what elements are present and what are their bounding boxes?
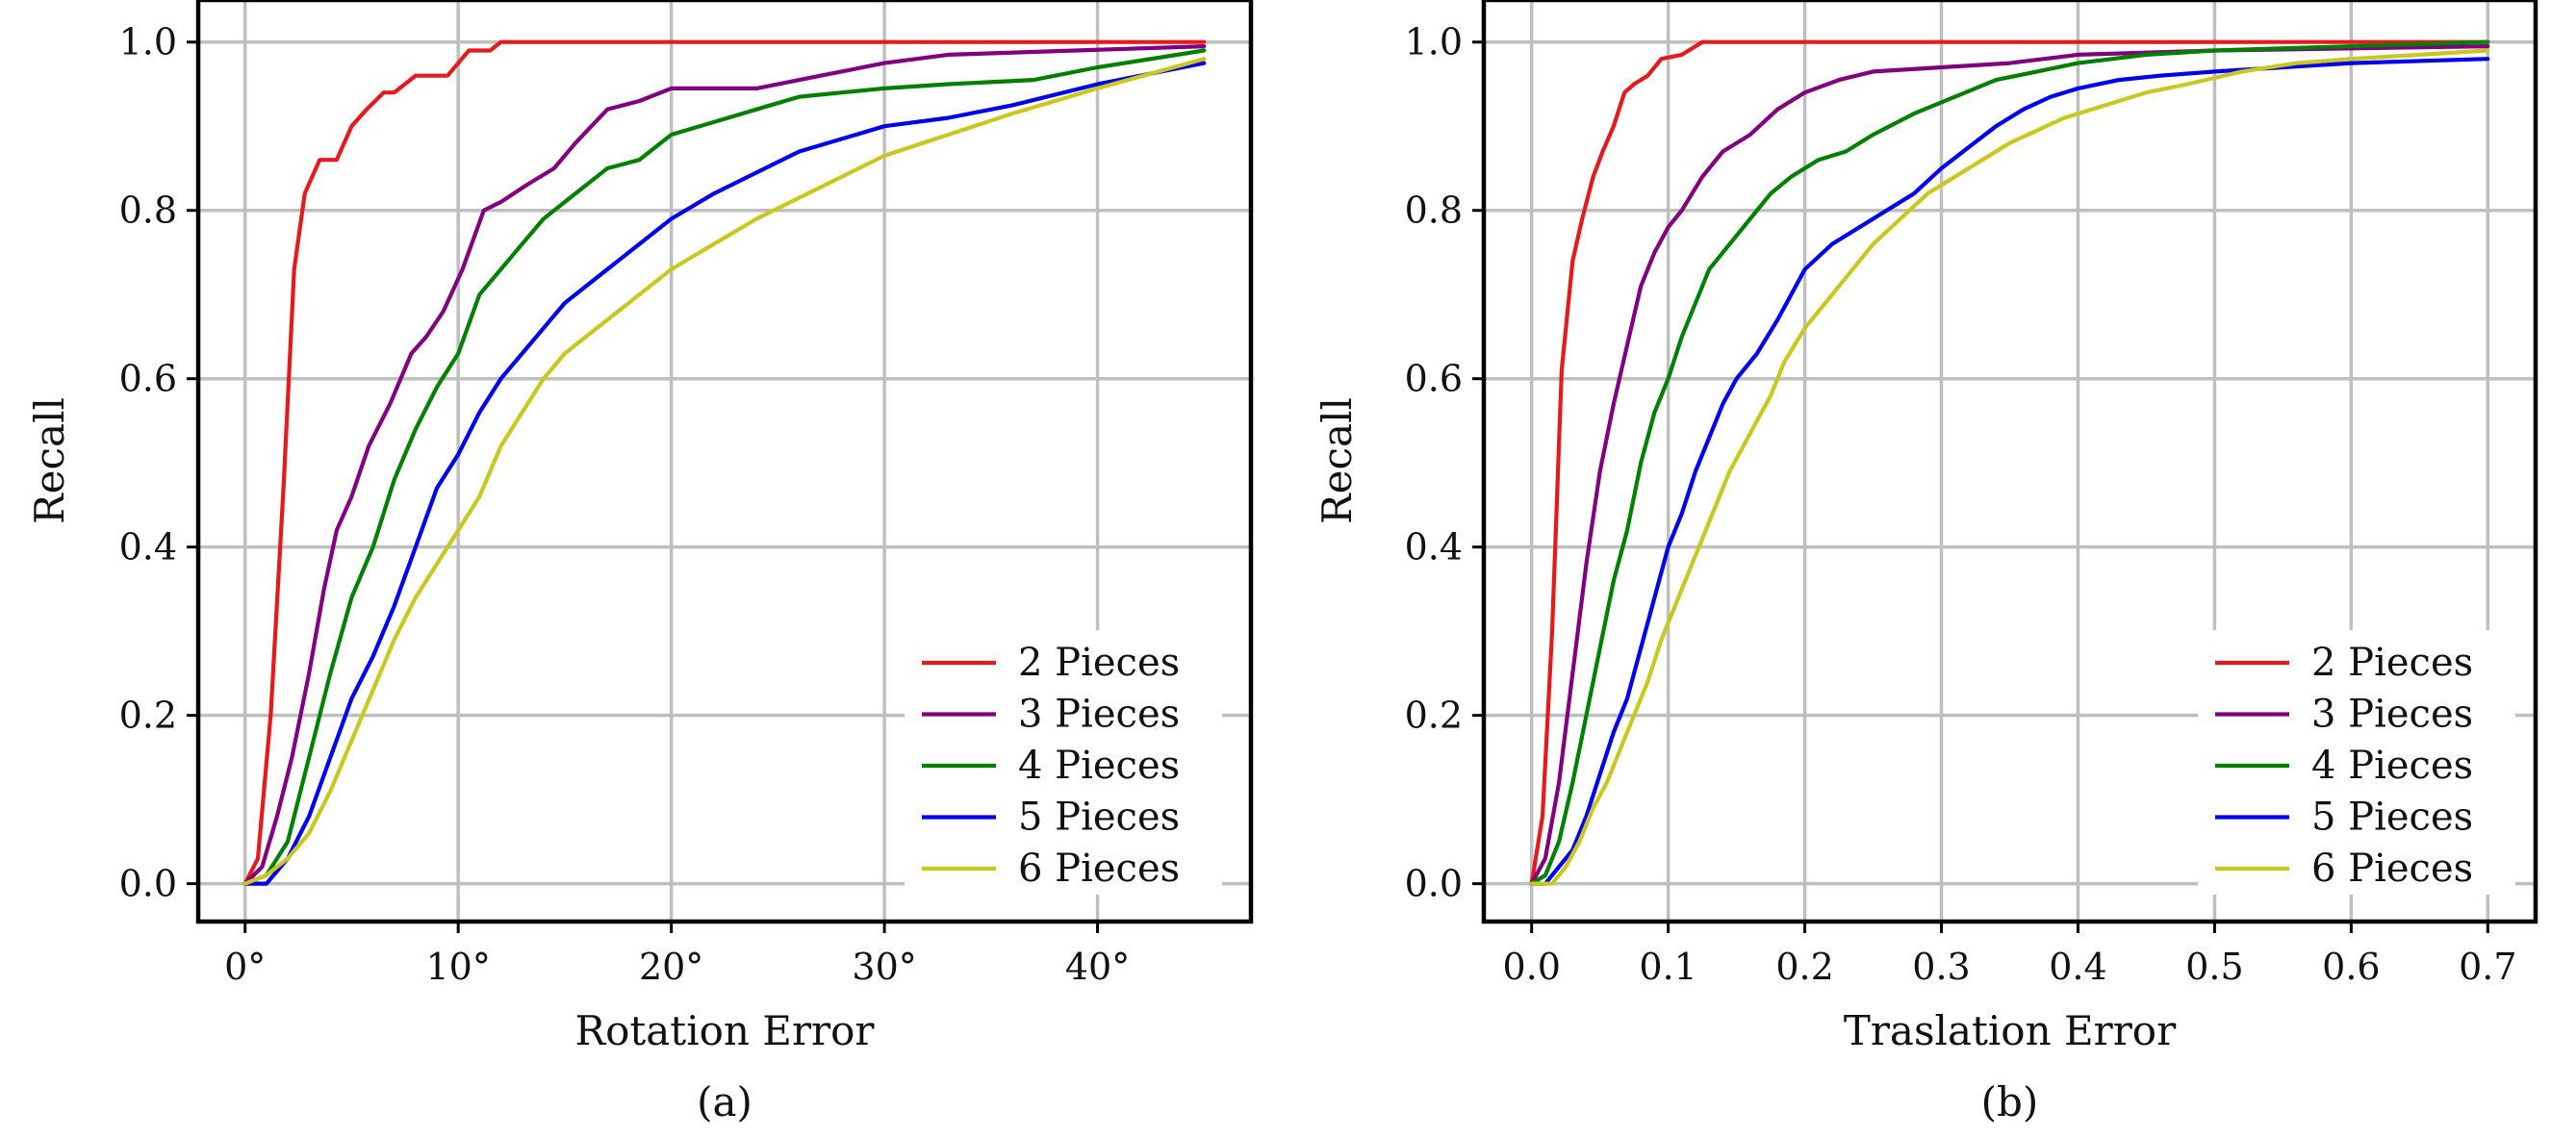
x-tick-label: 0.1 — [1639, 946, 1696, 988]
legend-label: 2 Pieces — [1018, 641, 1180, 685]
x-tick-label: 40° — [1065, 946, 1130, 988]
x-tick-label: 0.4 — [2049, 946, 2106, 988]
series-line-4-pieces — [1529, 39, 2490, 886]
x-tick-label: 20° — [639, 946, 703, 988]
y-tick-label: 0.4 — [1405, 526, 1463, 569]
y-axis-label: Recall — [1314, 397, 1361, 524]
plot-frame — [195, 0, 1254, 924]
plot-frame — [1481, 0, 2538, 924]
chart-panel-a: 0.0 0.2 0.4 0.6 0.8 1.0 0° 10° 20° 30° 40° Rotation… — [26, 0, 1254, 1125]
legend: 2 Pieces 3 Pieces 4 Pieces 5 Pieces 6 Pieces — [905, 630, 1222, 895]
y-tick-label: 0.4 — [119, 526, 177, 569]
y-tick-label: 1.0 — [119, 21, 177, 63]
legend-label: 6 Pieces — [1018, 847, 1180, 891]
x-tick-label: 0.7 — [2459, 946, 2516, 988]
series-line-3-pieces — [1529, 43, 2490, 886]
legend-label: 4 Pieces — [1018, 744, 1180, 788]
legend-label: 2 Pieces — [2311, 641, 2473, 685]
series-line-3-pieces — [242, 43, 1207, 886]
x-tick-label: 0.5 — [2185, 946, 2243, 988]
x-axis-label: Rotation Error — [574, 1007, 875, 1054]
y-tick-label: 1.0 — [1405, 21, 1463, 63]
chart-panel-b: 0.0 0.2 0.4 0.6 0.8 1.0 0.0 0.1 0.2 0.3 0.4 0.5 0.6 0… — [1314, 0, 2538, 1125]
legend-label: 3 Pieces — [2311, 693, 2473, 737]
y-tick-label: 0.0 — [119, 863, 177, 905]
y-tick-label: 0.6 — [1405, 358, 1463, 400]
legend-label: 5 Pieces — [2311, 796, 2473, 840]
legend-label: 5 Pieces — [1018, 796, 1180, 840]
x-tick-label: 0.0 — [1502, 946, 1560, 988]
series-group — [1529, 39, 2490, 886]
legend-background — [2198, 630, 2515, 895]
legend-label: 4 Pieces — [2311, 744, 2473, 788]
series-line-2-pieces — [242, 39, 1207, 886]
panel-caption: (b) — [1981, 1078, 2039, 1125]
series-line-4-pieces — [242, 48, 1207, 886]
x-tick-label: 0.2 — [1775, 946, 1833, 988]
x-tick-label: 10° — [425, 946, 490, 988]
series-line-5-pieces — [242, 61, 1207, 886]
legend-label: 3 Pieces — [1018, 693, 1180, 737]
legend-background — [905, 630, 1222, 895]
legend-label: 6 Pieces — [2311, 847, 2473, 891]
x-tick-label: 30° — [852, 946, 916, 988]
y-tick-label: 0.0 — [1405, 863, 1463, 905]
series-line-5-pieces — [1529, 57, 2490, 886]
series-line-6-pieces — [1529, 48, 2490, 886]
y-tick-label: 0.2 — [1405, 695, 1463, 737]
series-group — [242, 39, 1207, 886]
x-tick-label: 0.3 — [1912, 946, 1970, 988]
x-tick-label: 0° — [224, 946, 266, 988]
panel-caption: (a) — [697, 1078, 752, 1125]
y-tick-label: 0.8 — [1405, 190, 1463, 232]
y-tick-label: 0.8 — [119, 190, 177, 232]
x-tick-label: 0.6 — [2322, 946, 2380, 988]
legend: 2 Pieces 3 Pieces 4 Pieces 5 Pieces 6 Pieces — [2198, 630, 2515, 895]
y-tick-label: 0.6 — [119, 358, 177, 400]
x-axis-label: Traslation Error — [1844, 1007, 2177, 1054]
series-line-2-pieces — [1529, 39, 2490, 886]
y-tick-label: 0.2 — [119, 695, 177, 737]
y-axis-label: Recall — [26, 397, 73, 524]
series-line-6-pieces — [242, 57, 1207, 886]
